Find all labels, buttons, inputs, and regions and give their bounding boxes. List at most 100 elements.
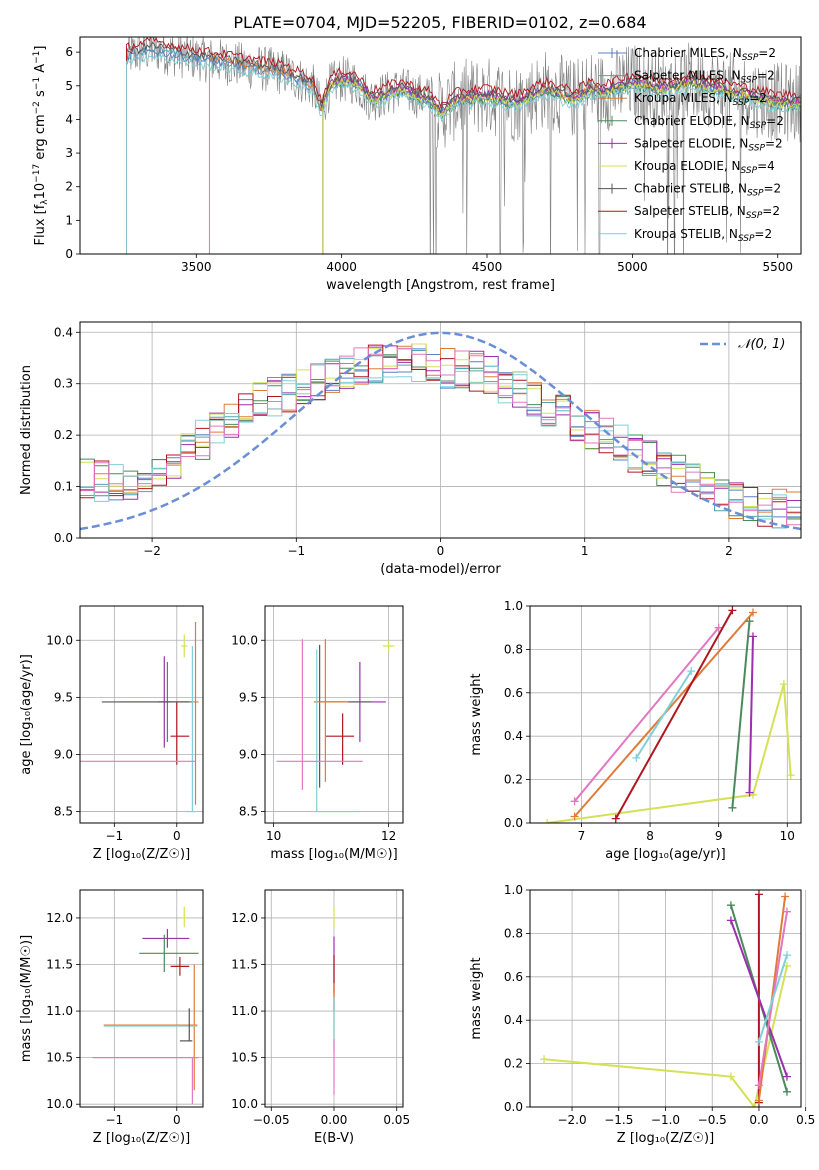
- z_weight-xtick-label: 0.5: [796, 1113, 815, 1127]
- z_weight-point: [754, 1096, 763, 1105]
- mass_age-xlabel: mass [log₁₀(M/M☉)]: [270, 847, 397, 862]
- legend-entry-suffix: =2: [749, 91, 767, 105]
- legend-entry-label: Chabrier MILES, N: [634, 46, 742, 60]
- mass_age-ytick-label: 8.5: [239, 805, 258, 819]
- age_weight-plot-area: [543, 606, 795, 823]
- z_weight-xtick-label: 0.0: [749, 1113, 768, 1127]
- z_weight-point: [782, 951, 791, 960]
- ebv_mass-ytick-label: 11.0: [231, 1004, 258, 1018]
- z_weight-ytick-label: 0.0: [504, 1100, 523, 1114]
- legend-entry-suffix: =2: [762, 204, 780, 218]
- z_mass-frame: [79, 889, 204, 1108]
- legend-entry-label: Chabrier STELIB, N: [634, 182, 747, 196]
- spectrum-ytick-label: 6: [65, 45, 73, 59]
- z_mass-ylabel: mass [log₁₀(M/M☉)]: [19, 935, 34, 1062]
- residuals-xtick-label: 0: [437, 544, 445, 558]
- z_age-xlabel: Z [log₁₀(Z/Z☉)]: [93, 847, 190, 862]
- age_weight-ytick-label: 0.8: [504, 642, 523, 656]
- legend-entry: Chabrier MILES, NSSP=2: [634, 46, 776, 63]
- age_weight-point: [714, 623, 723, 632]
- z_weight-point: [540, 1055, 549, 1064]
- ebv_mass-xlabel: E(B-V): [314, 1131, 354, 1146]
- spectrum-model-chabrier_elodie: [319, 78, 801, 254]
- residuals-ytick-label: 0.0: [54, 531, 73, 545]
- spectrum-ylabel-part: λ: [40, 199, 50, 205]
- legend-entry: Salpeter ELODIE, NSSP=2: [634, 136, 783, 153]
- residuals-hist-extra_pink: [80, 347, 801, 526]
- mass_age-ytick-label: 9.5: [239, 690, 258, 704]
- z_mass-xtick-label: −1: [105, 1113, 123, 1127]
- age_weight-point: [745, 788, 754, 797]
- z_weight-point: [726, 1072, 735, 1081]
- spectrum-xlabel: wavelength [Angstrom, rest frame]: [326, 278, 555, 293]
- ebv_mass-ytick-label: 10.5: [231, 1051, 258, 1065]
- age_weight-ytick-label: 1.0: [504, 599, 523, 613]
- legend-entry-sub: SSP: [747, 189, 764, 199]
- legend-entry-sub: SSP: [746, 211, 763, 221]
- z_weight-ytick-label: 1.0: [504, 883, 523, 897]
- spectrum-ytick-label: 1: [65, 213, 73, 227]
- age_weight-point: [570, 797, 579, 806]
- legend-entry: Salpeter STELIB, NSSP=2: [634, 204, 780, 221]
- z_age-ytick-label: 8.5: [54, 805, 73, 819]
- legend-entry-suffix: =2: [758, 46, 776, 60]
- z_age-xtick-label: −1: [105, 829, 123, 843]
- spectrum-xtick-label: 5500: [762, 260, 793, 274]
- mass_age-axes: 10 12 8.5 9.0 9.5 10.0 mass [log₁₀(M/M☉)]: [231, 606, 403, 862]
- legend-entry: Chabrier ELODIE, NSSP=2: [634, 114, 784, 131]
- spectrum-model-kroupa_stelib: [123, 53, 801, 254]
- z_mass-ytick-label: 10.5: [46, 1051, 73, 1065]
- residuals-xlabel: (data-model)/error: [380, 562, 501, 577]
- legend-entry-sub: SSP: [738, 234, 755, 244]
- z_mass-xlabel: Z [log₁₀(Z/Z☉)]: [93, 1131, 190, 1146]
- age_weight-point: [779, 680, 788, 689]
- age_weight-xtick-label: 10: [780, 829, 795, 843]
- age_weight-xtick-label: 7: [578, 829, 586, 843]
- residuals-ytick-label: 0.1: [54, 480, 73, 494]
- z_mass-axes: −1 0 10.0 10.5 11.0 11.5 12.0 Z [log₁₀(Z/Z☉)] ma…: [19, 890, 203, 1146]
- z_mass-ytick-label: 11.5: [46, 958, 73, 972]
- residuals-hist-kroupa_stelib: [80, 363, 801, 520]
- z_weight-point: [726, 916, 735, 925]
- z_weight-xtick-label: −1.5: [604, 1113, 633, 1127]
- z_age-frame: [79, 605, 204, 824]
- spectrum-ylabel-part: −1: [32, 51, 42, 64]
- legend-entry-sub: SSP: [741, 166, 758, 176]
- legend-entry-label: Salpeter STELIB, N: [634, 204, 746, 218]
- z_weight-point: [726, 901, 735, 910]
- mass_age-xtick-label: 10: [266, 829, 281, 843]
- legend-entry-sub: SSP: [748, 143, 765, 153]
- z_weight-ytick-label: 0.2: [504, 1057, 523, 1071]
- legend-entry: Salpeter MILES, NSSP=2: [634, 69, 775, 86]
- legend-entry-sub: SSP: [733, 98, 750, 108]
- legend-entry-sub: SSP: [742, 53, 759, 63]
- z_mass-ytick-label: 10.0: [46, 1097, 73, 1111]
- z_mass-xtick-label: 0: [173, 1113, 181, 1127]
- ebv_mass-ytick-label: 12.0: [231, 911, 258, 925]
- z_mass-ytick-label: 12.0: [46, 911, 73, 925]
- ebv_mass-ytick-label: 11.5: [231, 958, 258, 972]
- z_age-plot-area: [80, 621, 199, 813]
- z_weight-point: [754, 1081, 763, 1090]
- legend-entry-label: Kroupa ELODIE, N: [634, 159, 741, 173]
- spectrum-data-line: [126, 37, 801, 254]
- age_weight-series-line: [573, 627, 720, 802]
- spectrum-ylabel-part: −17: [32, 164, 42, 183]
- age_weight-point: [543, 819, 552, 823]
- age_weight-point: [786, 771, 795, 780]
- z_mass-plot-area: [92, 906, 199, 1105]
- spectrum-model-salpeter_elodie: [319, 74, 801, 254]
- age_weight-xtick-label: 8: [646, 829, 654, 843]
- z_age-axes: −1 0 8.5 9.0 9.5 10.0 Z [log₁₀(Z/Z☉)] age [log₁…: [19, 606, 203, 862]
- z_weight-ytick-label: 0.4: [504, 1013, 523, 1027]
- z_weight-xtick-label: −2.0: [557, 1113, 586, 1127]
- z_weight-xtick-label: −1.0: [651, 1113, 680, 1127]
- spectrum-ytick-label: 4: [65, 112, 73, 126]
- age_weight-frame: [529, 605, 802, 824]
- z_weight-series-line: [757, 954, 788, 1043]
- spectrum-ylabel: Flux [fλ10−17 erg cm−2 s−1 A−1]: [32, 46, 50, 246]
- spectrum-xtick-label: 3500: [181, 260, 212, 274]
- age_weight-ytick-label: 0.2: [504, 773, 523, 787]
- residuals-xtick-label: −2: [143, 544, 161, 558]
